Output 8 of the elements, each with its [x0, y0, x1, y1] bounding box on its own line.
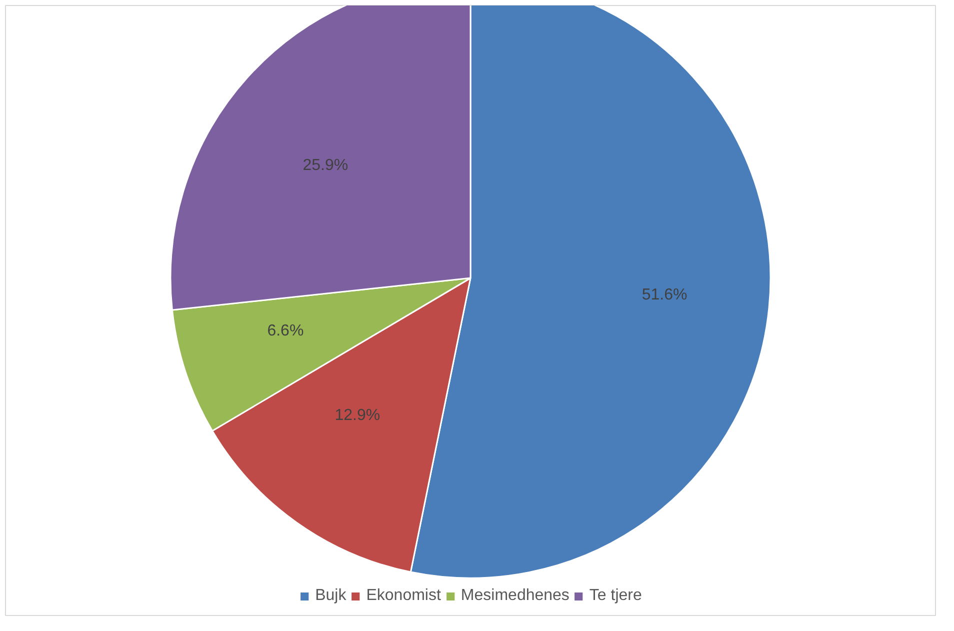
data-label: 25.9% — [302, 156, 348, 174]
legend-label: Ekonomist — [366, 587, 441, 605]
legend-label: Bujk — [315, 587, 346, 605]
data-label: 12.9% — [334, 407, 380, 424]
legend-label: Mesimedhenes — [460, 587, 570, 605]
data-label: 51.6% — [642, 286, 688, 304]
data-label: 6.6% — [267, 322, 304, 340]
legend-label: Te tjere — [589, 587, 642, 605]
